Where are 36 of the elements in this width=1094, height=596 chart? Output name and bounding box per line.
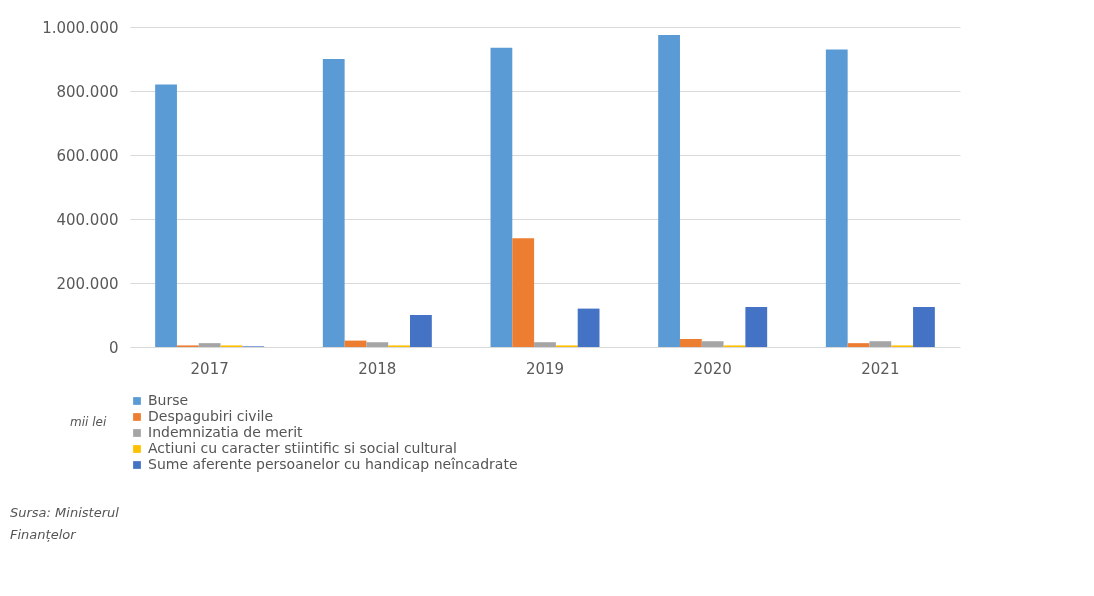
x-tick-label: 2018 xyxy=(358,359,397,378)
y-tick-label: 0 xyxy=(108,338,119,357)
bar xyxy=(198,343,221,347)
bar xyxy=(913,307,935,347)
bar xyxy=(155,84,177,347)
bar xyxy=(534,342,556,347)
legend-label: Burse xyxy=(148,392,189,408)
text: mii lei xyxy=(70,415,107,429)
y-tick-label: 1.000.000 xyxy=(42,18,119,37)
bar xyxy=(512,238,535,347)
bar xyxy=(745,307,768,347)
bar xyxy=(344,340,367,347)
x-tick-label: 2019 xyxy=(525,359,565,378)
bar xyxy=(701,341,724,347)
y-tick-label: 800.000 xyxy=(56,82,119,101)
x-tick-label: 2020 xyxy=(693,359,732,378)
bar xyxy=(366,342,389,347)
bar xyxy=(847,343,870,347)
bar xyxy=(322,59,345,347)
bar xyxy=(490,47,513,347)
y-tick-label: 200.000 xyxy=(56,274,119,293)
x-tick-label: 2021 xyxy=(861,359,900,378)
bar xyxy=(825,49,848,347)
legend-label: Sume aferente persoanelor cu handicap neîncadrate xyxy=(148,456,518,472)
y-tick-label: 400.000 xyxy=(56,210,119,229)
legend-label: Despagubiri civile xyxy=(148,408,274,424)
text: Sursa: Ministerul Finanțelor xyxy=(10,505,120,542)
legend-label: Indemnizatia de merit xyxy=(148,424,304,440)
bar xyxy=(679,339,702,347)
bar xyxy=(410,315,432,347)
y-tick-label: 600.000 xyxy=(56,146,119,165)
x-tick-label: 2017 xyxy=(190,359,229,378)
bar xyxy=(869,341,892,347)
legend-label: Actiuni cu caracter stiintific si social cultural xyxy=(148,440,457,456)
bar xyxy=(577,308,600,347)
bar xyxy=(658,35,680,347)
